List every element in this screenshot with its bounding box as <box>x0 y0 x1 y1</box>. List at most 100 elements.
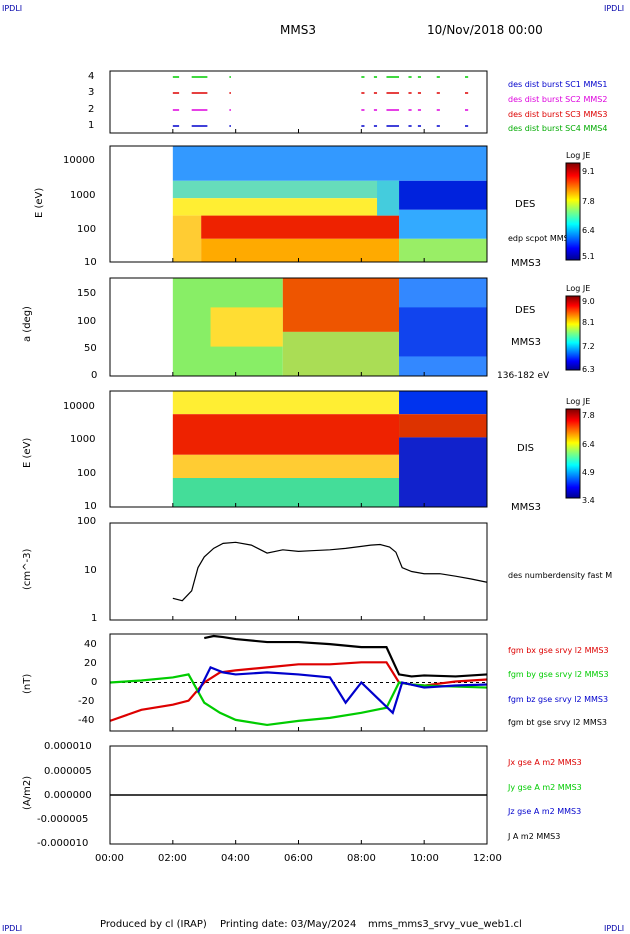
spacecraft-title: MMS3 <box>280 23 316 37</box>
logo-bottom-right: IPDLI <box>604 924 625 933</box>
p2-tick-100: 100 <box>77 224 97 235</box>
p3-cb-tick-2: 7.2 <box>582 342 595 351</box>
density-line <box>172 541 488 602</box>
time-tick-6: 12:00 <box>473 853 502 864</box>
p7-tick-3: -0.000005 <box>37 814 89 825</box>
ion-spectrum-cell <box>172 391 400 415</box>
footer-script: mms_mms3_srvy_vue_web1.cl <box>368 919 522 930</box>
p4-cb-tick-2: 4.9 <box>582 468 595 477</box>
p7-tick-4: -0.000010 <box>37 838 89 849</box>
logo-bottom-left: IPDLI <box>2 924 23 933</box>
p1-tick-2: 2 <box>88 104 95 115</box>
colorbar-3 <box>565 408 581 499</box>
time-tick-1: 02:00 <box>158 853 187 864</box>
p1-tick-3: 3 <box>88 87 95 98</box>
p4-tick-10: 10 <box>84 501 97 512</box>
p2-cb-tick-0: 9.1 <box>582 167 595 176</box>
field-line-1 <box>109 661 488 722</box>
time-tick-2: 04:00 <box>221 853 250 864</box>
p3-energy-range: 136-182 eV <box>497 371 550 381</box>
p3-tick-0: 0 <box>91 370 98 381</box>
p7-legend-j: J A m2 MMS3 <box>508 832 561 841</box>
colorbar-1 <box>565 162 581 261</box>
p3-tick-150: 150 <box>77 288 97 299</box>
date-title: 10/Nov/2018 00:00 <box>427 23 543 37</box>
panel-frame-5 <box>109 522 488 621</box>
legend-burst-sc2: des dist burst SC2 MMS2 <box>508 95 608 104</box>
p6-legend-bt: fgm bt gse srvy l2 MMS3 <box>508 718 607 727</box>
electron-spectrum-cell <box>399 209 487 239</box>
colorbar-2 <box>565 295 581 371</box>
electron-spectrum-cell <box>377 180 400 216</box>
p7-legend-jz: Jz gse A m2 MMS3 <box>508 807 582 816</box>
p6-tick-40: 40 <box>84 639 97 650</box>
p4-tick-1000: 1000 <box>70 434 96 445</box>
electron-spectrum-cell <box>201 238 400 262</box>
legend-burst-sc1: des dist burst SC1 MMS1 <box>508 80 608 89</box>
p2-cb-tick-2: 6.4 <box>582 226 595 235</box>
electron-spectrum-cell <box>399 180 487 210</box>
p7-legend-jx: Jx gse A m2 MMS3 <box>508 758 582 767</box>
p2-label-des: DES <box>515 199 536 210</box>
p7-tick-0: 0.000010 <box>44 741 92 752</box>
p2-cb-tick-3: 5.1 <box>582 252 595 261</box>
p4-cb-tick-3: 3.4 <box>582 496 595 505</box>
time-tick-4: 08:00 <box>347 853 376 864</box>
p4-tick-10000: 10000 <box>63 401 95 412</box>
ion-spectrum-cell <box>399 414 487 438</box>
field-line-2 <box>109 673 488 727</box>
pitch-angle-cell <box>282 278 400 332</box>
legend-burst-sc4: des dist burst SC4 MMS4 <box>508 124 608 133</box>
p3-tick-100: 100 <box>77 316 97 327</box>
p4-label-dis: DIS <box>517 443 534 454</box>
field-line-4 <box>204 634 488 678</box>
p2-label-mms3: MMS3 <box>511 258 541 269</box>
electron-spectrum-cell <box>172 198 400 216</box>
panel-frame-1 <box>109 70 488 134</box>
p6-legend-by: fgm by gse srvy l2 MMS3 <box>508 670 609 679</box>
p1-tick-4: 4 <box>88 71 95 82</box>
p3-tick-50: 50 <box>84 343 97 354</box>
legend-burst-sc3: des dist burst SC3 MMS3 <box>508 110 608 119</box>
time-tick-3: 06:00 <box>284 853 313 864</box>
electron-spectrum-cell <box>172 215 202 262</box>
ion-spectrum-cell <box>172 454 400 478</box>
p2-cb-tick-1: 7.8 <box>582 197 595 206</box>
ion-spectrum-cell <box>172 478 400 507</box>
p3-cb-tick-3: 6.3 <box>582 365 595 374</box>
p6-tick-20: 20 <box>84 658 97 669</box>
p6-legend-bx: fgm bx gse srvy l2 MMS3 <box>508 646 609 655</box>
ion-spectrum-cell <box>399 391 487 415</box>
p4-colorbar-title: Log JE <box>566 397 591 406</box>
p4-cb-tick-0: 7.8 <box>582 411 595 420</box>
electron-spectrum-cell <box>172 180 400 199</box>
p5-legend-density: des numberdensity fast M <box>508 571 613 580</box>
footer-printing: Printing date: 03/May/2024 <box>220 919 357 930</box>
p2-label-scpot: edp scpot MMS3 <box>508 234 574 243</box>
p2-tick-1000: 1000 <box>70 190 96 201</box>
p3-cb-tick-1: 8.1 <box>582 318 595 327</box>
field-line-3 <box>196 665 488 715</box>
electron-spectrum-cell <box>172 146 488 181</box>
p4-label-mms3: MMS3 <box>511 502 541 513</box>
electron-spectrum-cell <box>201 215 400 239</box>
p4-cb-tick-1: 6.4 <box>582 440 595 449</box>
footer-produced: Produced by cl (IRAP) <box>100 919 207 930</box>
pitch-angle-cell <box>210 307 283 347</box>
p5-tick-10: 10 <box>84 565 97 576</box>
logo-top-right: IPDLI <box>604 4 625 13</box>
logo-top-left: IPDLI <box>2 4 23 13</box>
p6-tick-0: 0 <box>91 677 98 688</box>
p3-label-des: DES <box>515 305 536 316</box>
p1-tick-1: 1 <box>88 120 95 131</box>
time-tick-0: 00:00 <box>95 853 124 864</box>
ion-spectrum-cell <box>399 437 487 507</box>
p6-tick-m40: -40 <box>78 715 95 726</box>
p6-tick-m20: -20 <box>78 696 95 707</box>
p7-tick-2: 0.000000 <box>44 790 92 801</box>
p2-tick-10000: 10000 <box>63 155 95 166</box>
p3-colorbar-title: Log JE <box>566 284 591 293</box>
ion-spectrum-cell <box>172 414 400 455</box>
p6-legend-bz: fgm bz gse srvy l2 MMS3 <box>508 695 609 704</box>
